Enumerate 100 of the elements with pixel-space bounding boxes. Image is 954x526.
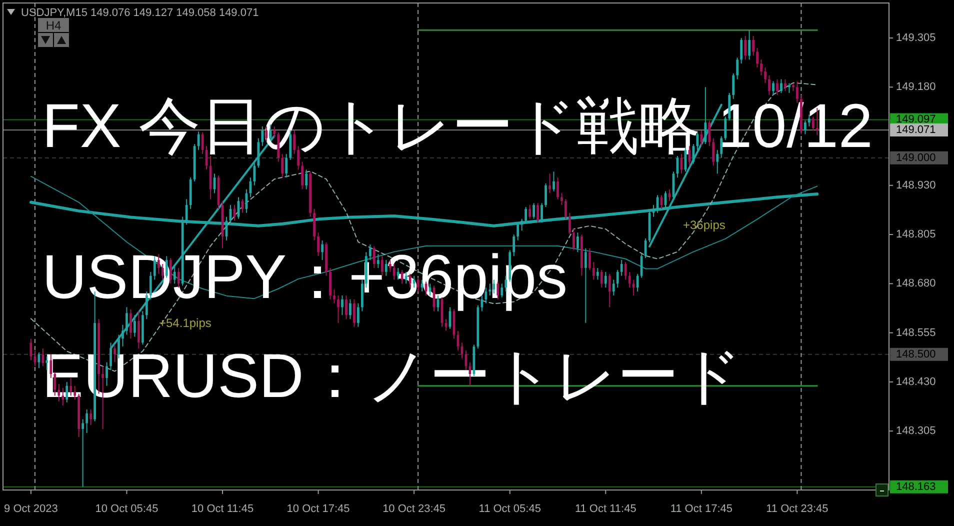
- candlestick: [524, 206, 528, 224]
- candlestick: [612, 279, 615, 296]
- candlestick: [376, 254, 380, 268]
- candlestick: [134, 314, 136, 338]
- candlestick: [392, 263, 396, 280]
- x-tick-label: 11 Oct 17:45: [670, 503, 733, 515]
- candlestick: [592, 262, 595, 280]
- candlestick: [384, 260, 388, 276]
- y-tick-label: 149.305: [896, 32, 936, 44]
- candlestick: [632, 279, 635, 296]
- ref-line-label: 149.071: [896, 124, 936, 136]
- candlestick: [488, 283, 492, 296]
- candlestick: [106, 362, 108, 386]
- candlestick: [404, 271, 408, 284]
- candlestick: [82, 418, 84, 488]
- candlestick: [628, 271, 631, 288]
- candlestick: [772, 80, 774, 96]
- candlestick: [70, 377, 72, 396]
- candlestick: [197, 131, 200, 151]
- candlestick: [396, 267, 400, 280]
- chart-subtitle: USDJPY,M15 149.076 149.127 149.058 149.071: [21, 7, 259, 19]
- candlestick: [608, 273, 611, 308]
- candlestick: [50, 354, 52, 378]
- candlestick: [588, 248, 591, 270]
- x-tick-label: 9 Oct 2023: [4, 503, 58, 515]
- candlestick: [400, 269, 404, 284]
- candlestick: [752, 36, 755, 56]
- x-tick-label: 11 Oct 23:45: [766, 503, 828, 515]
- candlestick: [572, 228, 575, 251]
- x-tick-label: 10 Oct 05:45: [95, 503, 158, 515]
- ref-line-label: 149.000: [896, 152, 936, 164]
- ref-line-label: 149.097: [896, 114, 936, 126]
- x-tick-label: 11 Oct 11:45: [574, 503, 636, 515]
- candlestick: [126, 306, 128, 336]
- candlestick: [137, 310, 140, 349]
- candlestick: [257, 138, 260, 168]
- ref-line-label: 148.500: [896, 348, 936, 360]
- candlestick: [293, 130, 296, 154]
- y-tick-label: 148.680: [896, 278, 936, 290]
- candlestick: [301, 161, 304, 190]
- y-tick-label: 148.805: [896, 228, 936, 241]
- candlestick: [253, 161, 256, 186]
- candlestick: [412, 275, 416, 288]
- candlestick: [130, 308, 132, 340]
- candlestick: [265, 126, 268, 143]
- candlestick: [620, 260, 623, 276]
- candlestick: [708, 120, 711, 147]
- candlestick: [177, 267, 180, 288]
- candlestick: [388, 260, 392, 272]
- candlestick: [764, 66, 766, 84]
- candlestick: [712, 138, 715, 166]
- candlestick: [153, 256, 156, 280]
- candlestick: [700, 130, 703, 147]
- candlestick: [760, 59, 762, 76]
- annotation: H4: [46, 18, 62, 32]
- candlestick: [780, 78, 782, 94]
- candlestick: [544, 182, 547, 208]
- candlestick: [34, 350, 36, 367]
- candlestick: [173, 265, 176, 284]
- candlestick: [500, 283, 504, 298]
- candlestick: [576, 232, 579, 253]
- x-tick-label: 11 Oct 05:45: [478, 503, 541, 515]
- candlestick: [540, 202, 543, 224]
- candlestick: [736, 57, 739, 80]
- candlestick: [776, 78, 778, 96]
- candlestick: [768, 74, 770, 96]
- annotation: +54.1pips: [159, 316, 212, 330]
- candlestick: [54, 372, 56, 396]
- candlestick: [30, 338, 32, 361]
- candlestick: [584, 248, 587, 324]
- candlestick: [528, 204, 532, 220]
- candlestick: [640, 254, 643, 278]
- candlestick: [249, 177, 252, 198]
- candlestick: [552, 171, 555, 192]
- candlestick: [360, 279, 364, 312]
- y-tick-label: 148.555: [896, 326, 936, 339]
- candlestick: [261, 126, 264, 147]
- candlestick: [305, 169, 308, 190]
- candlestick: [416, 277, 420, 292]
- candlestick: [165, 256, 168, 278]
- candlestick: [169, 258, 172, 284]
- candlestick: [716, 150, 719, 174]
- candlestick: [380, 256, 384, 276]
- x-tick-label: 10 Oct 11:45: [191, 503, 254, 515]
- candlestick: [732, 72, 735, 100]
- candlestick: [560, 192, 563, 206]
- y-tick-label: 148.305: [896, 425, 936, 438]
- candlestick: [596, 267, 599, 280]
- candlestick: [480, 294, 484, 312]
- annotation: +36pips: [683, 218, 726, 232]
- candlestick: [556, 177, 559, 200]
- candlestick: [504, 275, 508, 292]
- candlestick: [748, 30, 751, 60]
- candlestick: [548, 173, 551, 194]
- candlestick: [604, 271, 607, 288]
- candlestick: [756, 47, 758, 68]
- candlestick: [281, 153, 284, 178]
- candlestick: [285, 153, 288, 178]
- candlestick: [38, 352, 40, 369]
- candlestick: [696, 132, 699, 151]
